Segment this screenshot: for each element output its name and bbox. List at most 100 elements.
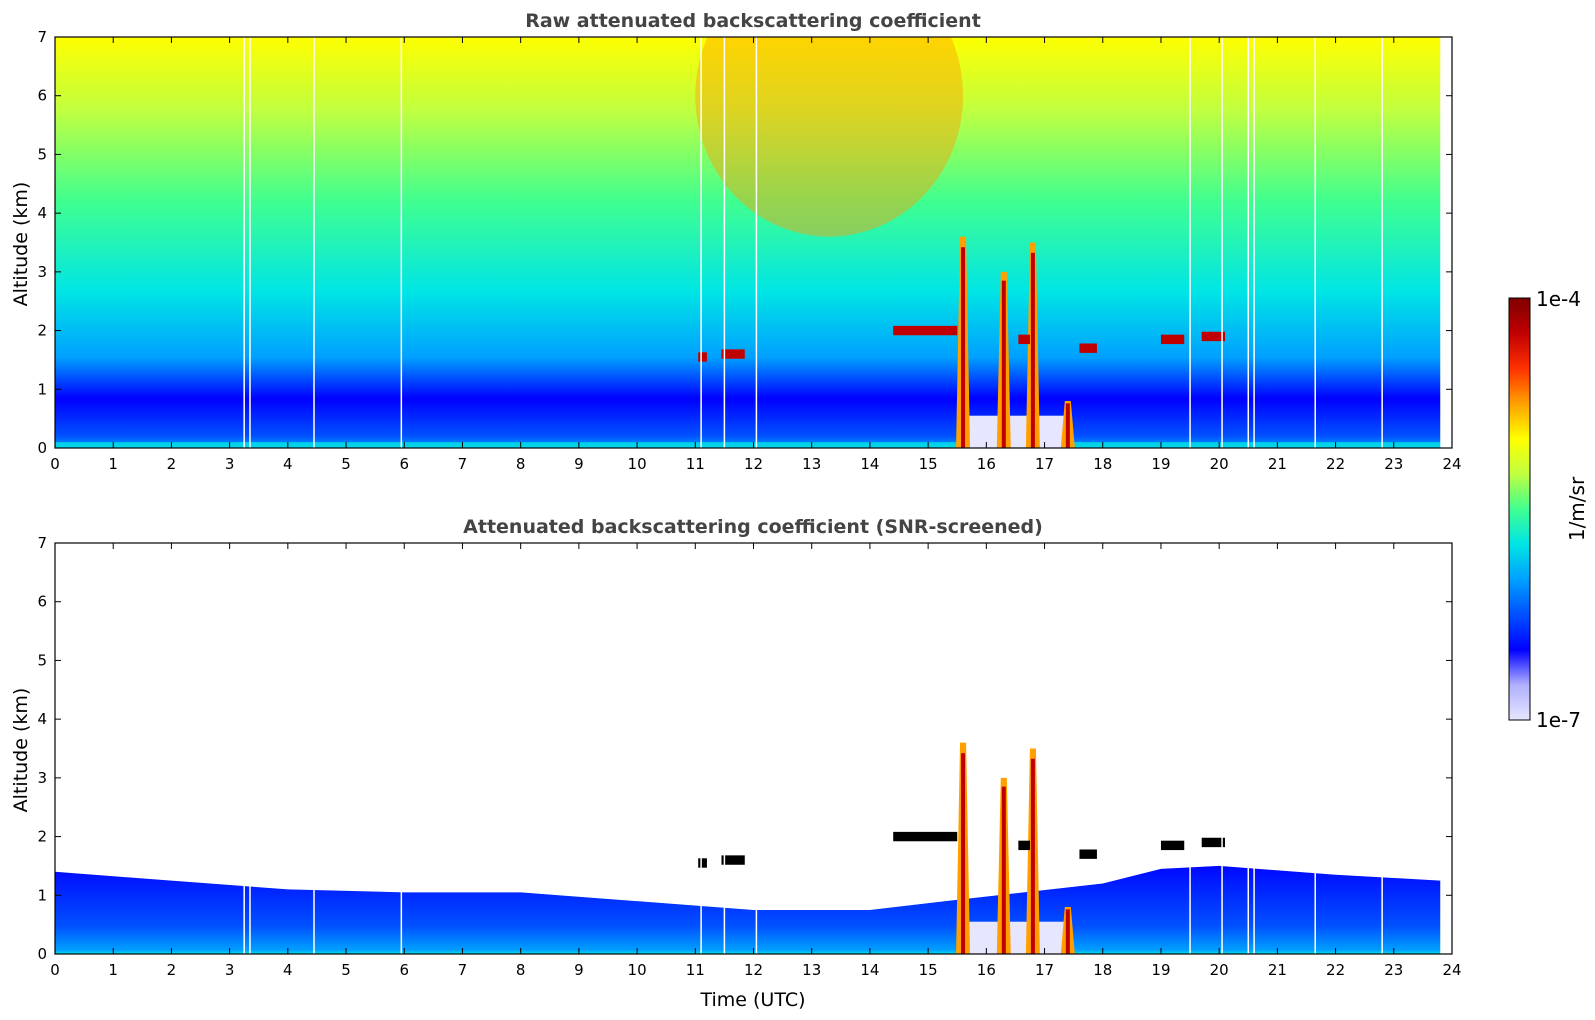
x-tick-label: 8	[516, 455, 526, 473]
x-tick-label: 22	[1326, 961, 1345, 979]
y-tick-label: 5	[37, 145, 47, 163]
raw-signal-field	[55, 37, 1441, 448]
raw-noise-warm-region	[695, 37, 964, 237]
cloud-layer	[1201, 331, 1225, 342]
x-tick-label: 15	[919, 455, 938, 473]
x-tick-label: 23	[1384, 961, 1403, 979]
x-tick-label: 2	[167, 961, 177, 979]
precip-core	[1030, 252, 1035, 448]
x-tick-label: 23	[1384, 455, 1403, 473]
x-tick-label: 19	[1151, 455, 1170, 473]
x-tick-label: 0	[50, 455, 60, 473]
panel-raw: Raw attenuated backscattering coefficien…	[10, 10, 1462, 473]
panel-screened: Attenuated backscattering coefficient (S…	[10, 516, 1462, 1011]
colorbar: 1e-4 1e-7 1/m/sr	[1508, 287, 1589, 732]
x-tick-label: 10	[628, 455, 647, 473]
x-tick-label: 24	[1442, 455, 1461, 473]
cloud-layer	[1018, 840, 1030, 851]
surface-layer	[55, 442, 1441, 448]
cloud-layer	[1079, 343, 1097, 353]
colorbar-max-label: 1e-4	[1536, 287, 1581, 311]
x-tick-label: 7	[458, 961, 468, 979]
x-tick-label: 20	[1210, 455, 1229, 473]
x-tick-label: 1	[108, 961, 118, 979]
y-tick-label: 4	[37, 204, 47, 222]
x-tick-label: 11	[686, 455, 705, 473]
y-tick-label: 1	[37, 380, 47, 398]
axes-screened: 0 1 2 3 4 5 6 7 8 9 10 11 12 13 14 15 16 17 18 19 20 21 22 23 24…	[37, 534, 1461, 979]
x-tick-label: 12	[744, 455, 763, 473]
x-tick-label: 19	[1151, 961, 1170, 979]
x-tick-label: 16	[977, 961, 996, 979]
x-tick-label: 17	[1035, 961, 1054, 979]
panel-title-screened: Attenuated backscattering coefficient (S…	[463, 516, 1043, 538]
precip-core	[961, 753, 966, 954]
x-tick-label: 8	[516, 961, 526, 979]
precip-core	[1065, 403, 1070, 448]
x-tick-label: 1	[108, 455, 118, 473]
attenuated-region	[968, 415, 1068, 448]
precip-core	[1065, 909, 1070, 954]
x-tick-label: 18	[1093, 961, 1112, 979]
ylabel-raw: Altitude (km)	[10, 182, 32, 307]
x-tick-label: 9	[574, 455, 584, 473]
attenuated-region	[968, 921, 1068, 954]
heatmap-screened	[55, 543, 1452, 954]
y-tick-label: 7	[37, 534, 47, 552]
x-tick-label: 2	[167, 455, 177, 473]
precip-core	[1030, 758, 1035, 954]
axes-raw: 0 1 2 3 4 5 6 7 8 9 10 11 12 13 14 15 16 17 18 19 20 21 22 23 24…	[37, 28, 1461, 473]
x-tick-label: 9	[574, 961, 584, 979]
x-tick-label: 21	[1268, 961, 1287, 979]
cloud-layer	[698, 858, 707, 868]
x-tick-label: 5	[341, 961, 351, 979]
precip-core	[1001, 786, 1006, 954]
no-data-region	[1440, 37, 1452, 448]
no-data-region	[1440, 543, 1452, 954]
y-tick-label: 7	[37, 28, 47, 46]
y-tick-label: 0	[37, 945, 47, 963]
x-tick-label: 3	[225, 961, 235, 979]
y-tick-label: 6	[37, 593, 47, 611]
x-tick-label: 0	[50, 961, 60, 979]
y-tick-label: 5	[37, 651, 47, 669]
x-tick-label: 11	[686, 961, 705, 979]
y-tick-label: 0	[37, 439, 47, 457]
cloud-layer	[1160, 840, 1185, 851]
cloud-layer	[721, 855, 745, 865]
x-tick-label: 10	[628, 961, 647, 979]
x-tick-label: 14	[860, 455, 879, 473]
cloud-layer	[1079, 849, 1097, 859]
x-tick-label: 3	[225, 455, 235, 473]
x-tick-label: 12	[744, 961, 763, 979]
x-tick-label: 21	[1268, 455, 1287, 473]
cloud-layer	[721, 349, 745, 359]
xlabel-time: Time (UTC)	[699, 989, 805, 1011]
x-tick-label: 20	[1210, 961, 1229, 979]
x-tick-label: 5	[341, 455, 351, 473]
panel-title-raw: Raw attenuated backscattering coefficien…	[525, 10, 981, 32]
y-tick-label: 6	[37, 87, 47, 105]
x-tick-label: 16	[977, 455, 996, 473]
x-tick-label: 17	[1035, 455, 1054, 473]
x-tick-label: 6	[399, 961, 409, 979]
colorbar-gradient	[1508, 297, 1531, 721]
cloud-layer	[1201, 837, 1225, 848]
x-tick-label: 6	[399, 455, 409, 473]
x-tick-label: 13	[802, 455, 821, 473]
x-tick-label: 22	[1326, 455, 1345, 473]
cloud-layer	[1160, 334, 1185, 345]
ylabel-screened: Altitude (km)	[10, 688, 32, 813]
y-tick-label: 2	[37, 322, 47, 340]
y-tick-label: 3	[37, 263, 47, 281]
heatmap-raw	[55, 37, 1452, 448]
x-tick-label: 15	[919, 961, 938, 979]
x-tick-label: 4	[283, 455, 293, 473]
x-tick-label: 24	[1442, 961, 1461, 979]
cloud-layer	[698, 352, 707, 362]
cloud-layer	[1018, 334, 1030, 345]
precip-core	[1001, 280, 1006, 448]
x-tick-label: 7	[458, 455, 468, 473]
x-tick-label: 18	[1093, 455, 1112, 473]
